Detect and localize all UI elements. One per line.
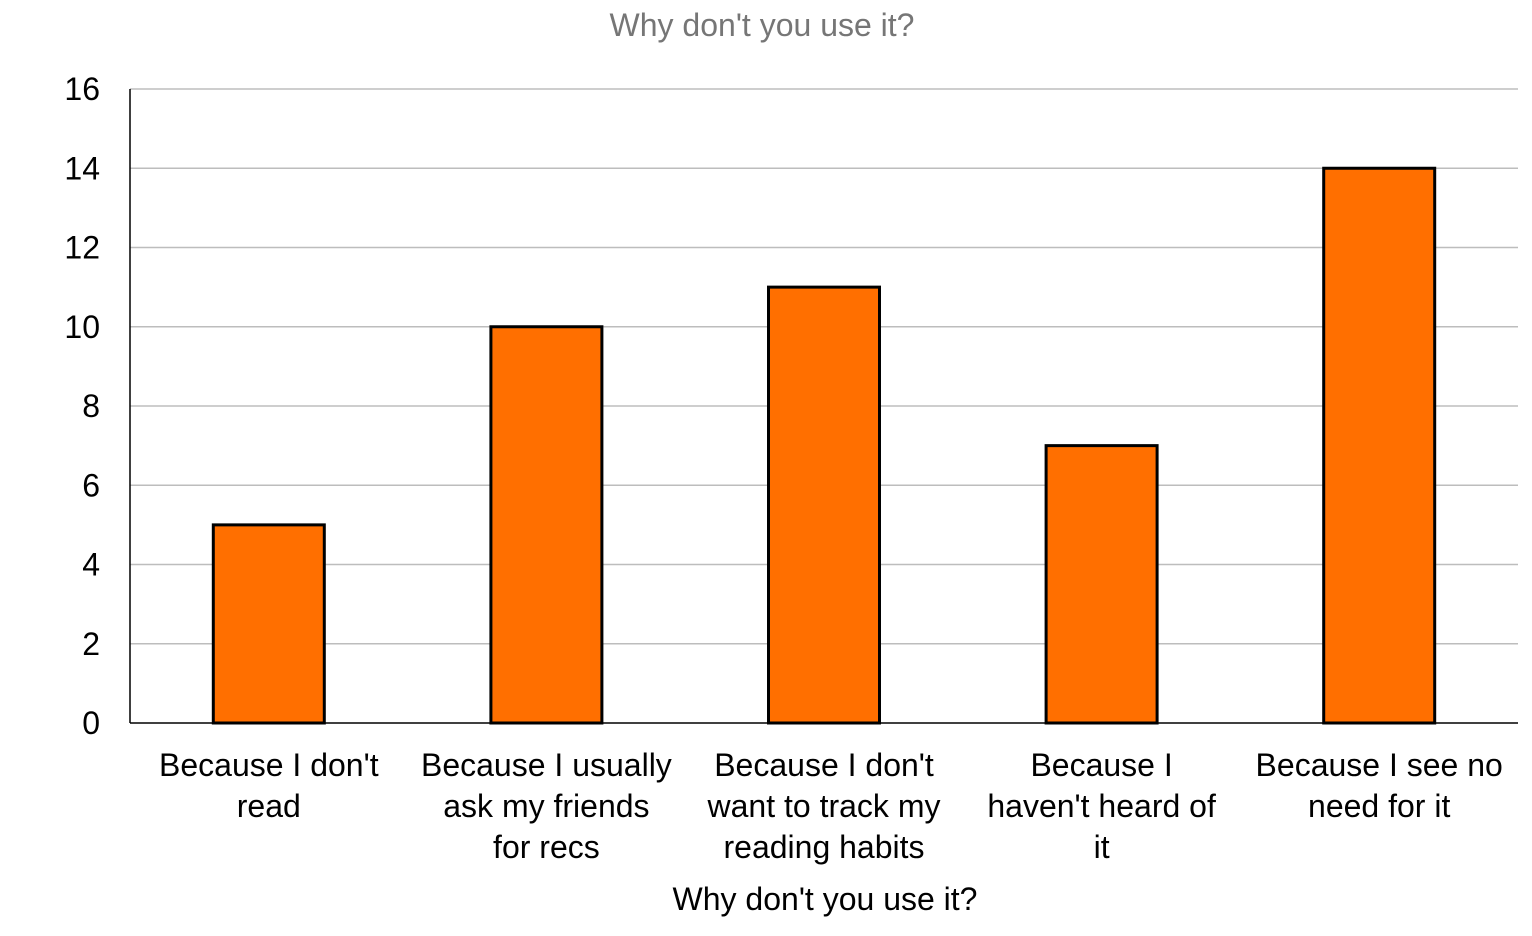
y-axis: 0 2 4 6 8 10 12 14 16 (64, 71, 131, 741)
bar (767, 285, 881, 725)
x-tick-label: Because I haven't heard of it (987, 747, 1216, 865)
x-tick-label-line: read (237, 788, 301, 824)
x-tick-label: Because I don't want to track my reading h… (707, 747, 941, 865)
x-tick-label: Because I see no need for it (1256, 747, 1503, 824)
y-tick-label: 16 (64, 71, 100, 107)
x-tick-label-line: it (1094, 829, 1110, 865)
x-tick-label-line: Because I (1030, 747, 1172, 783)
x-tick-label: Because I usually ask my friends for recs (421, 747, 672, 865)
x-tick-label-line: Because I see no (1256, 747, 1503, 783)
bars (211, 166, 1437, 725)
x-axis-title: Why don't you use it? (673, 881, 978, 917)
y-tick-label: 4 (82, 547, 100, 583)
y-tick-label: 12 (64, 230, 100, 266)
y-tick-label: 14 (64, 150, 100, 186)
x-tick-label-line: for recs (493, 829, 600, 865)
bar (489, 325, 604, 725)
x-tick-label-line: Because I don't (159, 747, 379, 783)
y-tick-label: 2 (82, 626, 100, 662)
x-tick-label: Because I don't read (159, 747, 379, 824)
y-tick-label: 8 (82, 388, 100, 424)
x-axis: Because I don't read Because I usually ask … (130, 722, 1518, 865)
bar (211, 523, 326, 725)
y-tick-label: 0 (82, 705, 100, 741)
y-tick-label: 10 (64, 309, 100, 345)
x-tick-label-line: want to track my (707, 788, 941, 824)
x-tick-label-line: Because I usually (421, 747, 672, 783)
x-tick-label-line: reading habits (723, 829, 924, 865)
x-tick-label-line: need for it (1308, 788, 1450, 824)
bar (1322, 166, 1437, 725)
x-tick-label-line: haven't heard of (987, 788, 1216, 824)
bar (1044, 444, 1159, 725)
x-tick-label-line: Because I don't (714, 747, 934, 783)
x-tick-label-line: ask my friends (443, 788, 649, 824)
chart-title: Why don't you use it? (610, 7, 915, 43)
y-tick-label: 6 (82, 467, 100, 503)
